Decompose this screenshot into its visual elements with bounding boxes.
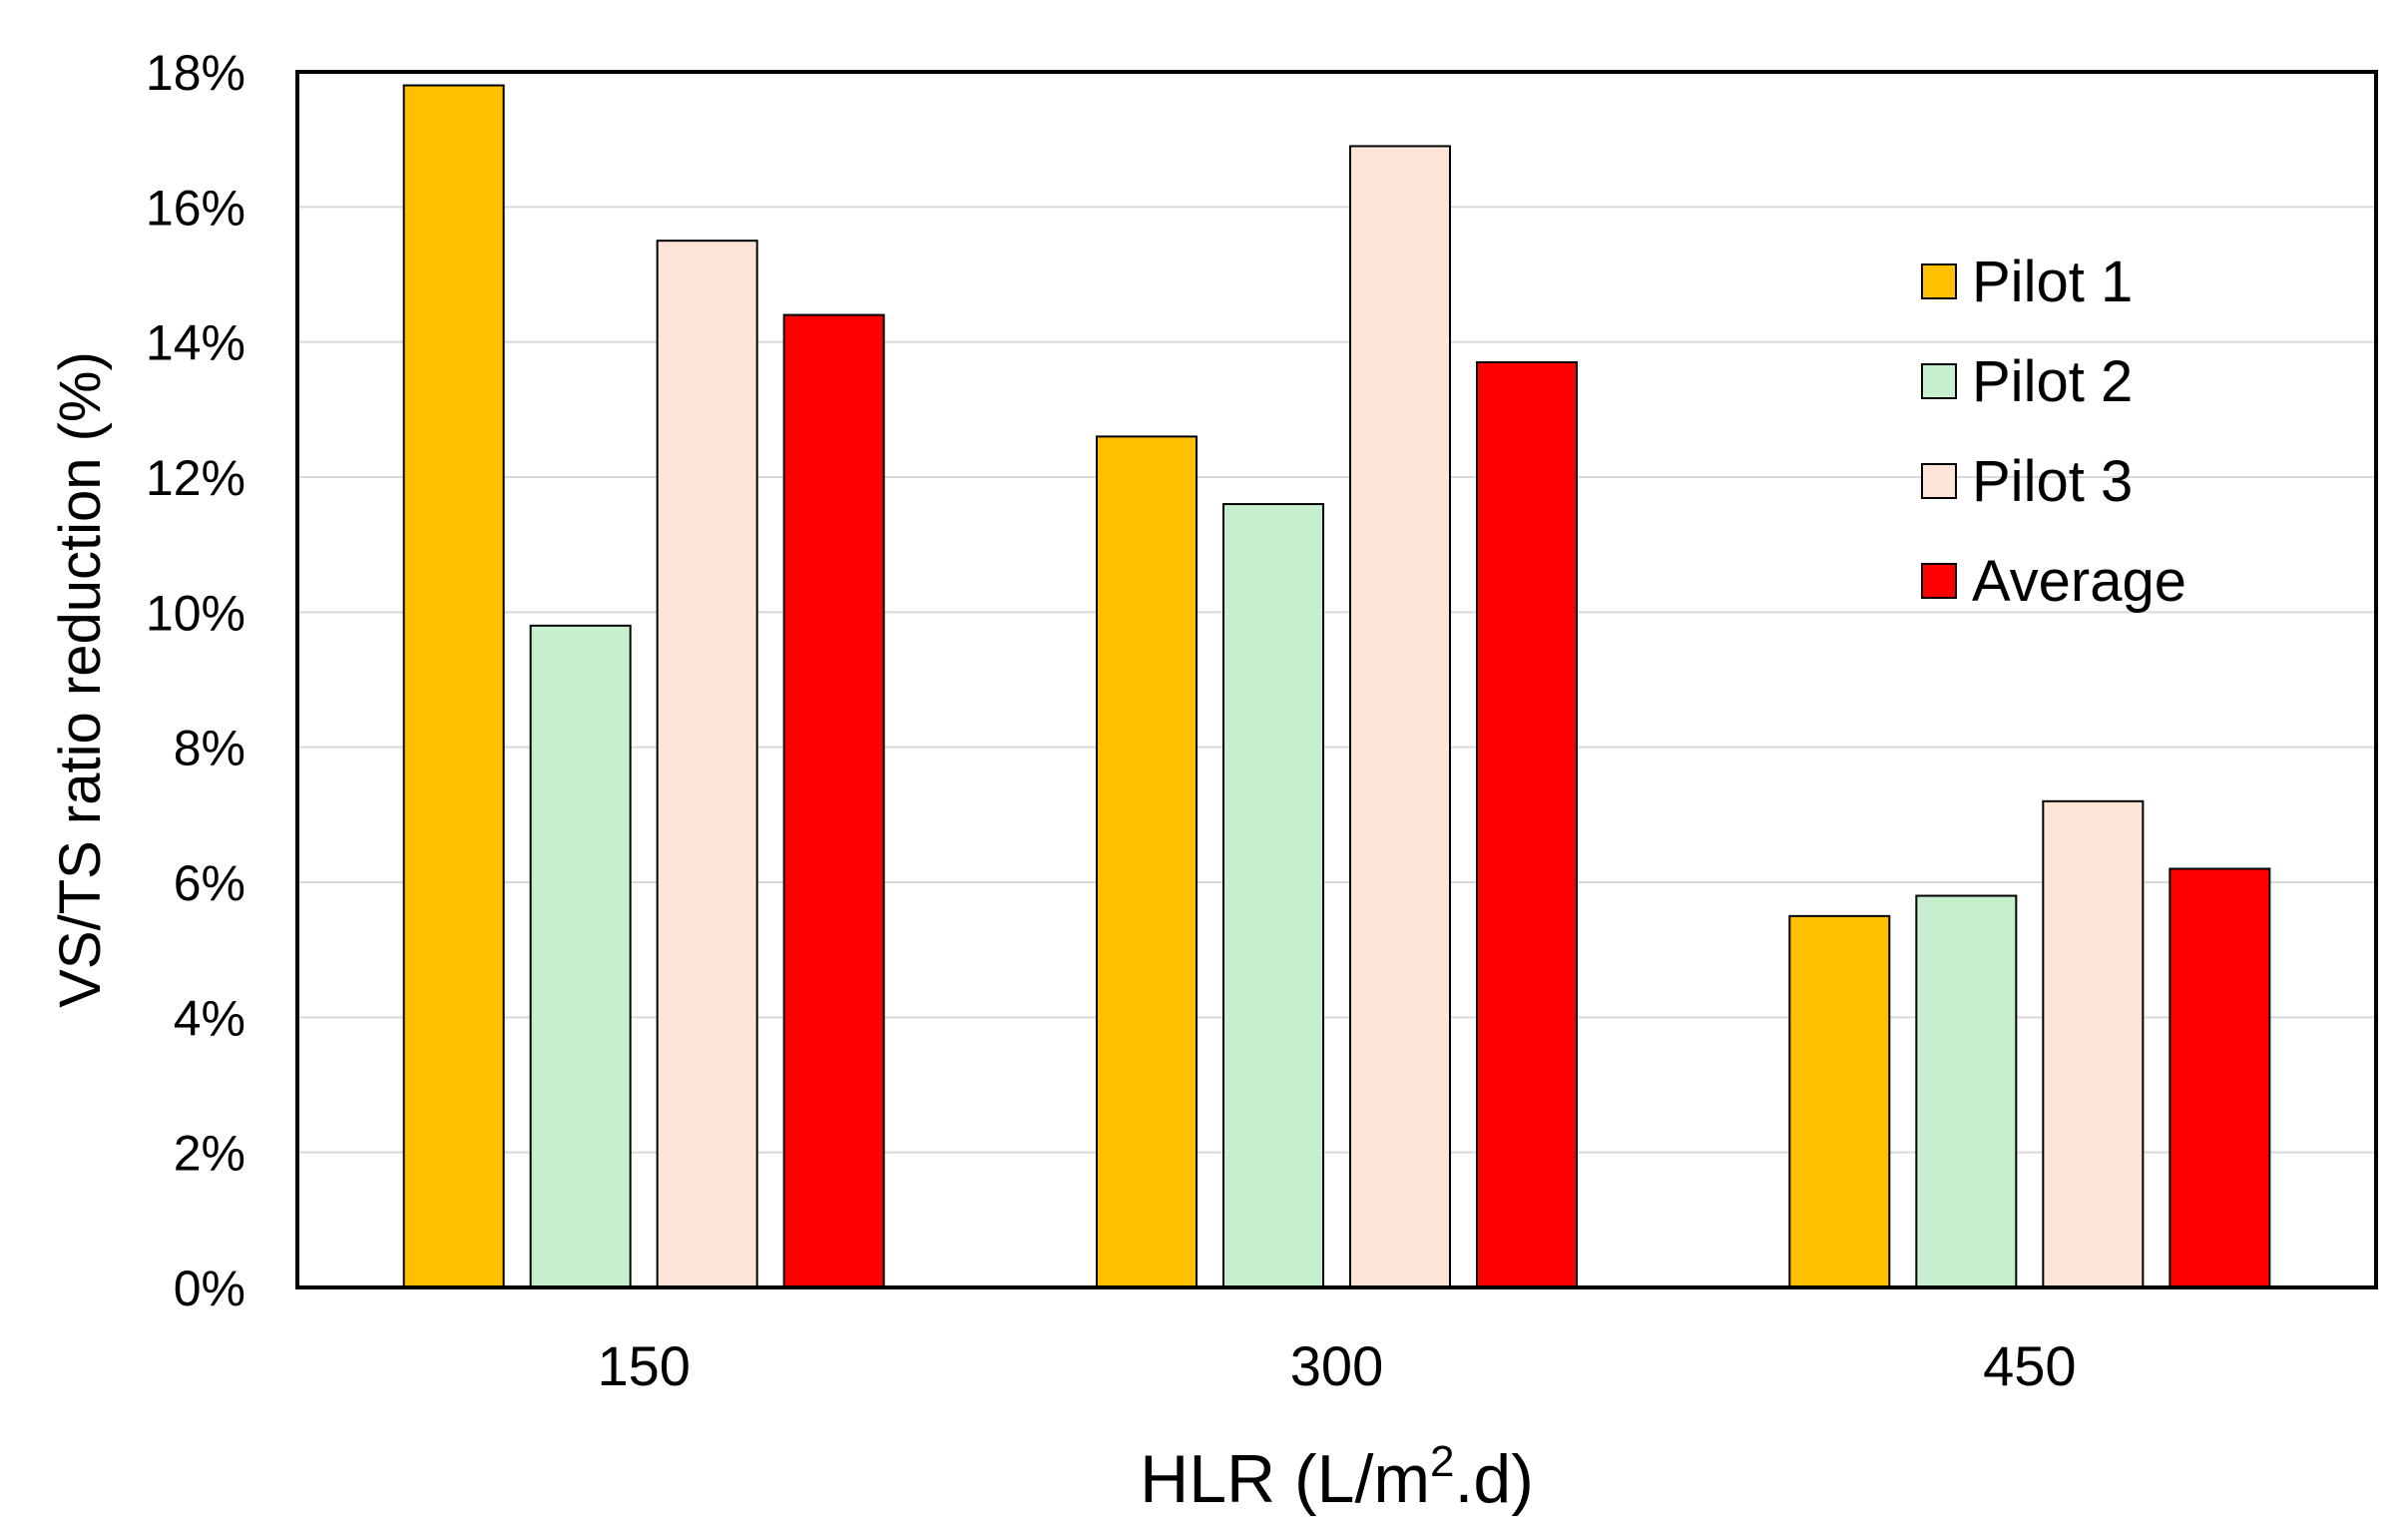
bar-pilot-3-300 xyxy=(1349,145,1451,1288)
y-tick-label: 12% xyxy=(146,450,245,506)
bar-pilot-1-450 xyxy=(1788,914,1891,1288)
bar-pilot-1-150 xyxy=(402,84,505,1289)
legend-swatch xyxy=(1921,363,1957,399)
x-axis-ticks: 150 300 450 xyxy=(597,1334,2076,1397)
legend-swatch xyxy=(1921,463,1957,499)
x-tick-label: 150 xyxy=(597,1334,690,1397)
x-axis-label-superscript: 2 xyxy=(1430,1437,1454,1486)
plot-frame xyxy=(295,70,2378,1289)
bar-pilot-2-150 xyxy=(529,624,632,1288)
y-tick-label: 4% xyxy=(174,990,245,1046)
y-axis-label: VS/TS ratio reduction (%) xyxy=(48,351,113,1008)
legend-swatch xyxy=(1921,563,1957,599)
bar-average-450 xyxy=(2168,867,2271,1288)
bar-pilot-3-150 xyxy=(656,240,758,1289)
legend: Pilot 1 Pilot 2 Pilot 3 Average xyxy=(1921,250,2186,614)
x-tick-label: 450 xyxy=(1983,1334,2076,1397)
y-tick-label: 18% xyxy=(146,45,245,101)
x-tick-label: 300 xyxy=(1290,1334,1383,1397)
bars xyxy=(402,84,2271,1289)
legend-label: Pilot 3 xyxy=(1972,449,2133,514)
x-axis-label: HLR (L/m2.d) xyxy=(1140,1437,1534,1517)
x-axis-label-prefix: HLR (L/m xyxy=(1140,1441,1430,1517)
bar-pilot-3-450 xyxy=(2042,799,2145,1288)
bar-average-150 xyxy=(782,313,885,1289)
y-tick-label: 16% xyxy=(146,180,245,236)
x-axis-label-suffix: .d) xyxy=(1455,1441,1534,1517)
bar-pilot-2-300 xyxy=(1222,503,1324,1289)
gridlines xyxy=(297,206,2376,1154)
legend-swatch xyxy=(1921,263,1957,299)
legend-label: Average xyxy=(1972,549,2186,614)
y-axis-ticks: 0% 2% 4% 6% 8% 10% 12% 14% 16% 18% xyxy=(146,45,245,1316)
y-tick-label: 0% xyxy=(174,1261,245,1316)
bar-pilot-1-300 xyxy=(1096,435,1198,1288)
bar-average-300 xyxy=(1476,360,1578,1288)
y-tick-label: 2% xyxy=(174,1126,245,1182)
y-tick-label: 6% xyxy=(174,855,245,911)
y-tick-label: 10% xyxy=(146,585,245,641)
y-tick-label: 14% xyxy=(146,315,245,371)
y-tick-label: 8% xyxy=(174,721,245,776)
legend-label: Pilot 1 xyxy=(1972,250,2133,314)
bar-pilot-2-450 xyxy=(1915,894,2018,1288)
legend-label: Pilot 2 xyxy=(1972,349,2133,414)
